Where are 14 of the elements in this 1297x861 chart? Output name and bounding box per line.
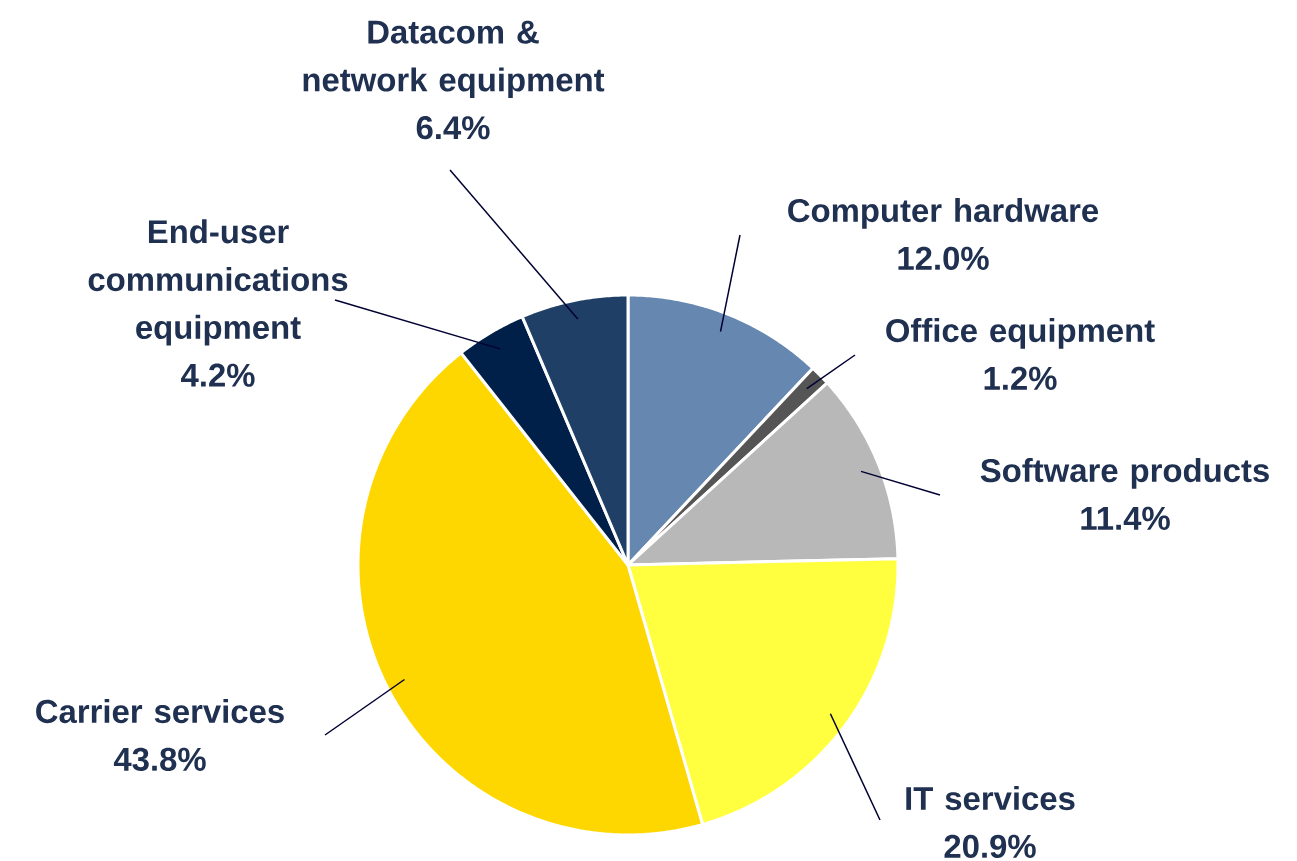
- slice-label: IT services: [906, 786, 1075, 811]
- data-label: 1.2%: [984, 366, 1057, 390]
- slice-label: Computer hardware: [788, 198, 1099, 229]
- data-label: 12.0%: [898, 246, 989, 270]
- data-label: 20.9%: [944, 834, 1036, 858]
- data-label: 11.4%: [1081, 506, 1170, 530]
- slice-label: Office equipment: [886, 318, 1155, 349]
- data-label: 43.8%: [113, 747, 206, 772]
- data-label: 4.2%: [181, 363, 255, 387]
- data-label: 6.4%: [416, 116, 490, 140]
- slice-label: End-user communications equipment: [88, 219, 348, 346]
- slice-label: Software products: [980, 458, 1269, 489]
- slice-label: Carrier services: [36, 698, 284, 724]
- slice-label: Datacom & network equipment: [303, 20, 605, 99]
